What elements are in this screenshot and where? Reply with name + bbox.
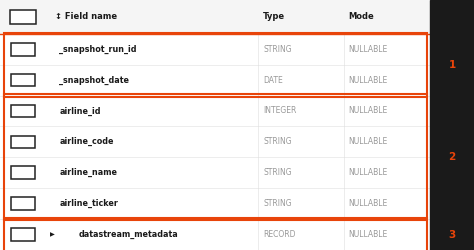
Bar — [0, 96, 430, 126]
Bar — [0, 34, 430, 65]
Bar — [0, 65, 430, 96]
Bar — [0, 157, 430, 188]
Bar — [11, 43, 35, 56]
Bar — [9, 10, 36, 24]
Text: datastream_metadata: datastream_metadata — [78, 230, 178, 239]
Text: airline_name: airline_name — [59, 168, 117, 177]
Text: NULLABLE: NULLABLE — [348, 106, 388, 116]
Text: STRING: STRING — [263, 138, 292, 146]
Bar — [0, 126, 430, 157]
Bar — [430, 0, 474, 250]
Text: NULLABLE: NULLABLE — [348, 138, 388, 146]
Text: NULLABLE: NULLABLE — [348, 199, 388, 208]
Text: STRING: STRING — [263, 199, 292, 208]
Text: NULLABLE: NULLABLE — [348, 45, 388, 54]
Bar — [4, 32, 427, 97]
Text: _snapshot_run_id: _snapshot_run_id — [59, 45, 137, 54]
Bar — [11, 74, 35, 86]
Bar — [11, 197, 35, 210]
Text: NULLABLE: NULLABLE — [348, 76, 388, 84]
Bar — [11, 105, 35, 117]
Text: 2: 2 — [448, 152, 456, 162]
Text: NULLABLE: NULLABLE — [348, 168, 388, 177]
Bar — [0, 188, 430, 219]
Text: ↕ Field name: ↕ Field name — [55, 12, 117, 22]
Text: 3: 3 — [448, 230, 456, 239]
Text: ▶: ▶ — [50, 232, 55, 237]
Bar — [11, 228, 35, 241]
Text: INTEGER: INTEGER — [263, 106, 296, 116]
Text: RECORD: RECORD — [263, 230, 296, 239]
Text: _snapshot_date: _snapshot_date — [59, 76, 129, 85]
Text: STRING: STRING — [263, 168, 292, 177]
Text: DATE: DATE — [263, 76, 283, 84]
Bar — [4, 94, 427, 220]
Text: Mode: Mode — [348, 12, 374, 22]
Text: STRING: STRING — [263, 45, 292, 54]
Bar — [4, 218, 427, 250]
Bar — [11, 136, 35, 148]
Text: 1: 1 — [448, 60, 456, 70]
Text: airline_code: airline_code — [59, 137, 114, 146]
Text: NULLABLE: NULLABLE — [348, 230, 388, 239]
Bar — [11, 166, 35, 179]
Bar — [0, 0, 430, 34]
Bar — [0, 219, 430, 250]
Text: airline_id: airline_id — [59, 106, 101, 116]
Text: Type: Type — [263, 12, 285, 22]
Text: airline_ticker: airline_ticker — [59, 199, 118, 208]
